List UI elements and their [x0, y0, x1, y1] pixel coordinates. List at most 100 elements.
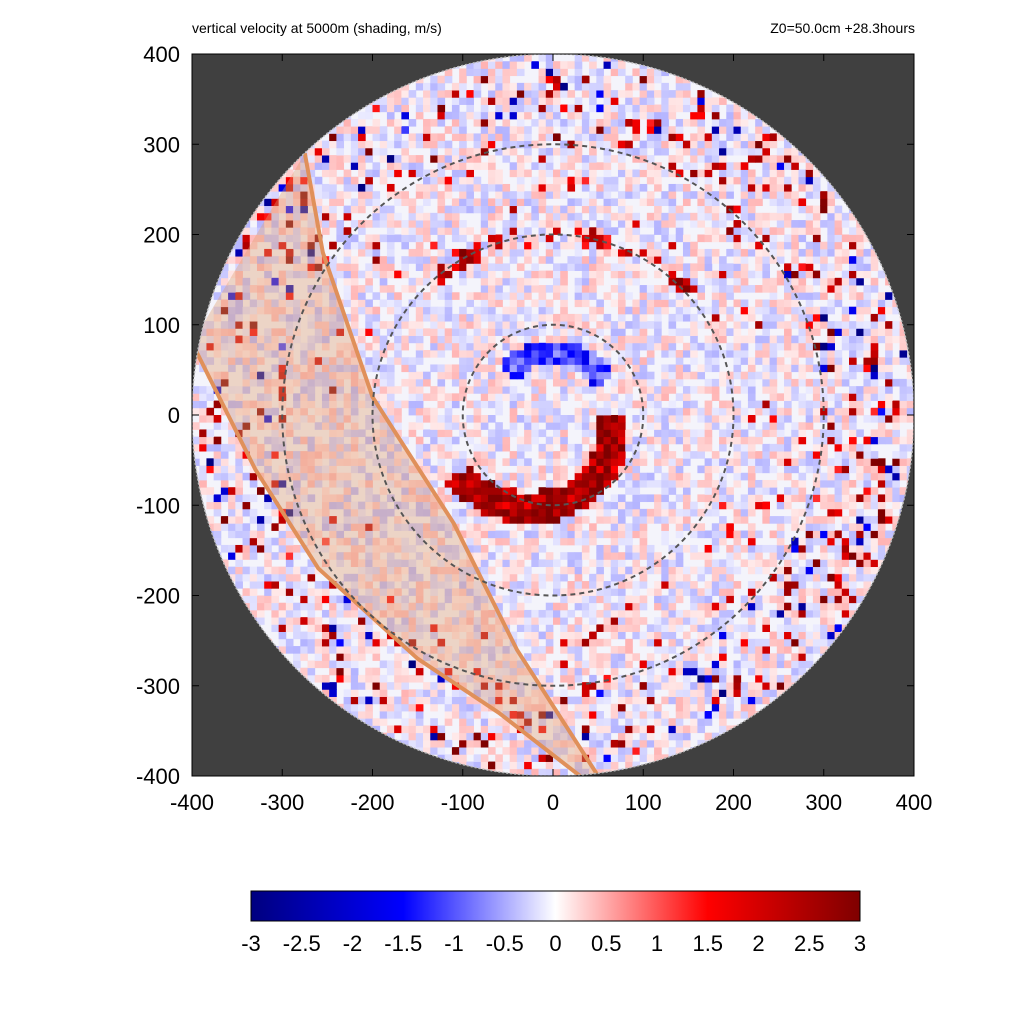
heatmap-cell	[805, 508, 814, 517]
heatmap-cell	[639, 342, 648, 351]
heatmap-cell	[812, 638, 821, 647]
heatmap-cell	[849, 501, 857, 510]
heatmap-cell	[776, 624, 785, 632]
heatmap-cell	[350, 689, 359, 697]
heatmap-cell	[408, 285, 417, 293]
heatmap-cell	[264, 393, 272, 401]
heatmap-cell	[899, 487, 908, 495]
heatmap-cell	[675, 335, 684, 344]
heatmap-cell	[820, 631, 828, 640]
heatmap-cell	[379, 523, 388, 531]
heatmap-cell	[589, 653, 597, 661]
heatmap-cell	[350, 306, 359, 315]
heatmap-cell	[574, 711, 583, 719]
heatmap-cell	[697, 479, 706, 488]
heatmap-cell	[596, 422, 604, 430]
heatmap-cell	[480, 674, 489, 683]
heatmap-cell	[466, 386, 474, 394]
heatmap-cell	[762, 306, 770, 315]
heatmap-cell	[776, 494, 785, 503]
heatmap-cell	[459, 458, 467, 466]
heatmap-cell	[877, 530, 886, 539]
heatmap-cell	[524, 588, 532, 596]
heatmap-cell	[488, 530, 496, 539]
heatmap-cell	[358, 465, 366, 474]
heatmap-cell	[704, 256, 713, 264]
heatmap-cell	[278, 400, 287, 409]
heatmap-cell	[726, 285, 734, 293]
heatmap-cell	[740, 306, 749, 315]
heatmap-cell	[488, 277, 496, 286]
heatmap-cell	[415, 588, 424, 596]
heatmap-cell	[798, 285, 807, 293]
heatmap-cell	[625, 371, 633, 380]
heatmap-cell	[849, 386, 857, 394]
heatmap-cell	[293, 407, 301, 416]
heatmap-cell	[466, 415, 474, 423]
heatmap-cell	[336, 443, 345, 452]
heatmap-cell	[437, 537, 446, 546]
heatmap-cell	[654, 342, 662, 351]
heatmap-cell	[870, 415, 879, 423]
heatmap-cell	[668, 544, 677, 553]
heatmap-cell	[524, 371, 532, 380]
heatmap-cell	[516, 371, 525, 380]
heatmap-cell	[560, 674, 568, 683]
heatmap-cell	[235, 559, 243, 568]
heatmap-cell	[863, 306, 872, 315]
heatmap-cell	[603, 552, 612, 560]
heatmap-cell	[856, 350, 864, 358]
heatmap-cell	[726, 407, 734, 416]
heatmap-cell	[885, 429, 893, 438]
heatmap-cell	[697, 451, 706, 459]
heatmap-cell	[235, 458, 243, 466]
heatmap-cell	[415, 443, 424, 452]
heatmap-cell	[762, 270, 770, 279]
heatmap-cell	[560, 342, 568, 351]
heatmap-cell	[408, 674, 417, 683]
heatmap-cell	[321, 631, 330, 640]
heatmap-cell	[755, 667, 763, 676]
heatmap-cell	[423, 248, 431, 257]
heatmap-cell	[430, 285, 438, 293]
heatmap-cell	[220, 544, 229, 553]
heatmap-cell	[827, 523, 835, 531]
heatmap-cell	[769, 350, 778, 358]
heatmap-cell	[379, 581, 388, 589]
heatmap-cell	[430, 573, 438, 582]
heatmap-cell	[574, 350, 583, 358]
heatmap-cell	[423, 624, 431, 632]
heatmap-cell	[495, 285, 503, 293]
heatmap-cell	[350, 371, 359, 380]
heatmap-cell	[228, 530, 236, 539]
heatmap-cell	[365, 682, 373, 690]
heatmap-cell	[365, 299, 373, 308]
heatmap-cell	[805, 415, 814, 423]
heatmap-cell	[610, 573, 619, 582]
heatmap-cell	[589, 400, 597, 409]
heatmap-cell	[480, 393, 489, 401]
heatmap-cell	[784, 364, 792, 373]
heatmap-cell	[321, 660, 330, 669]
heatmap-cell	[646, 479, 655, 488]
heatmap-cell	[791, 465, 799, 474]
heatmap-cell	[480, 617, 489, 625]
heatmap-cell	[394, 602, 402, 611]
heatmap-cell	[437, 313, 446, 322]
heatmap-cell	[603, 718, 612, 726]
heatmap-cell	[661, 523, 669, 531]
heatmap-cell	[228, 292, 236, 300]
heatmap-cell	[220, 465, 229, 474]
heatmap-cell	[747, 328, 756, 336]
heatmap-cell	[495, 429, 503, 438]
heatmap-cell	[863, 436, 872, 445]
heatmap-cell	[206, 357, 215, 365]
heatmap-cell	[589, 458, 597, 466]
heatmap-cell	[726, 559, 734, 568]
heatmap-cell	[459, 234, 467, 243]
heatmap-cell	[300, 342, 308, 351]
heatmap-cell	[264, 544, 272, 553]
heatmap-cell	[271, 364, 280, 373]
heatmap-cell	[589, 581, 597, 589]
heatmap-cell	[589, 602, 597, 611]
